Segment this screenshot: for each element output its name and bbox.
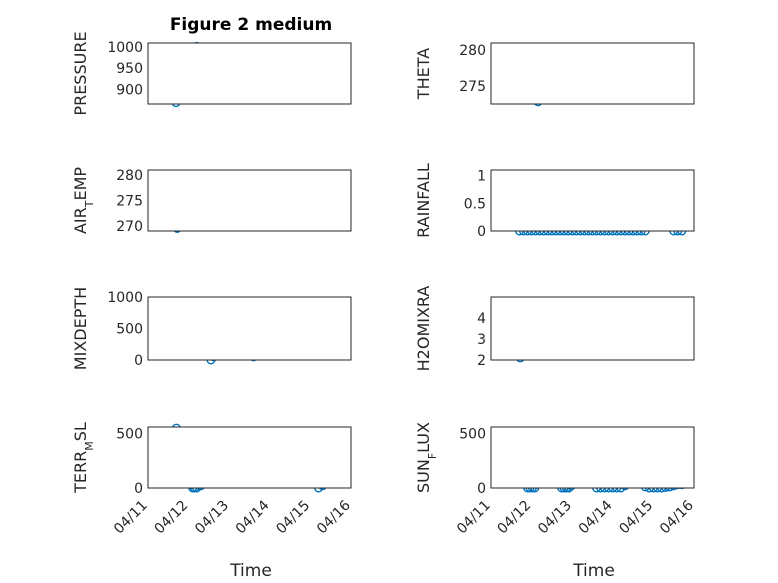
y-tick-label: 500 <box>116 427 143 443</box>
x-tick-label: 04/11 <box>454 498 494 538</box>
axes-frame <box>490 426 695 489</box>
axes-frame <box>147 169 352 232</box>
y-axis-label: THETA <box>414 48 433 100</box>
axes-frame <box>147 426 352 489</box>
x-tick-label: 04/13 <box>535 498 575 538</box>
subplot-3: 270 275 280 AIRTEMP <box>71 167 352 235</box>
y-tick-label: 2 <box>477 353 486 369</box>
y-tick-label: 270 <box>116 219 143 235</box>
y-tick-label: 4 <box>477 311 486 327</box>
subplot-5: 0 500 1000 MIXDEPTH <box>71 287 352 370</box>
figure-title: Figure 2 medium <box>170 15 332 35</box>
y-tick-label: 280 <box>459 43 486 59</box>
axes-frame <box>147 42 352 105</box>
y-tick-label: 0 <box>134 353 143 369</box>
axes-frame <box>147 296 352 361</box>
subplot-8: 0 500 SUNFLUX 04/11 04/12 04/13 04/14 04/15 04/1… <box>414 422 697 537</box>
subplot-7: 0 500 TERRMSL 04/11 04/12 04/13 04/14 04/15 04/1… <box>71 422 354 537</box>
x-tick-label: 04/12 <box>152 498 192 538</box>
y-axis-label: PRESSURE <box>71 31 90 115</box>
y-tick-label: 500 <box>459 427 486 443</box>
y-tick-label: 950 <box>116 61 143 77</box>
x-axis-label-right: Time <box>572 561 615 581</box>
x-axis-label-left: Time <box>229 561 272 581</box>
y-axis-label: MIXDEPTH <box>71 287 90 370</box>
subplot-6: 2 3 4 H2OMIXRA <box>414 286 695 372</box>
y-tick-label: 275 <box>459 79 486 95</box>
y-axis-label: TERRMSL <box>71 422 96 494</box>
subplot-2: 275 280 THETA <box>414 42 695 107</box>
y-tick-label: 500 <box>116 322 143 338</box>
axes-frame <box>490 169 695 232</box>
y-axis-label: SUNFLUX <box>414 422 439 493</box>
y-tick-label: 0 <box>477 481 486 497</box>
subplot-1: 900 950 1000 PRESSURE <box>71 31 352 116</box>
y-axis-label: RAINFALL <box>414 163 433 238</box>
y-tick-label: 900 <box>116 82 143 98</box>
x-tick-label: 04/16 <box>657 497 697 537</box>
y-tick-label: 0 <box>134 481 143 497</box>
y-axis-label: H2OMIXRA <box>414 286 433 372</box>
x-tick-label: 04/15 <box>273 498 313 538</box>
x-tick-label: 04/11 <box>111 498 151 538</box>
y-tick-label: 1000 <box>107 40 143 56</box>
x-tick-label: 04/14 <box>233 497 273 537</box>
y-tick-label: 0 <box>477 224 486 240</box>
y-tick-label: 275 <box>116 194 143 210</box>
x-tick-label: 04/15 <box>616 498 656 538</box>
x-tick-label: 04/16 <box>314 497 354 537</box>
x-tick-label: 04/14 <box>576 497 616 537</box>
y-tick-label: 0.5 <box>464 196 486 212</box>
x-tick-label: 04/12 <box>495 498 535 538</box>
y-tick-label: 1000 <box>107 290 143 306</box>
axes-frame <box>490 42 695 105</box>
y-tick-label: 3 <box>477 332 486 348</box>
x-tick-label: 04/13 <box>192 498 232 538</box>
axes-frame <box>490 296 695 361</box>
subplot-4: 0 0.5 1 RAINFALL <box>414 163 695 240</box>
y-tick-label: 1 <box>477 169 486 185</box>
y-axis-label: AIRTEMP <box>71 167 96 234</box>
y-tick-label: 280 <box>116 168 143 184</box>
